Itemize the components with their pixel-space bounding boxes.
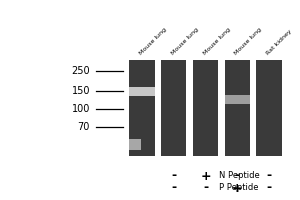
Text: 100: 100	[72, 104, 90, 114]
Text: 150: 150	[71, 86, 90, 96]
Text: -: -	[235, 170, 240, 182]
Text: -: -	[266, 182, 272, 194]
Text: -: -	[203, 182, 208, 194]
Bar	[225, 60, 250, 156]
Bar	[256, 60, 282, 156]
Text: Mouse lung: Mouse lung	[138, 27, 167, 56]
Text: Mouse lung: Mouse lung	[170, 27, 199, 56]
Text: +: +	[232, 182, 243, 194]
Bar	[193, 60, 218, 156]
Text: N Peptide: N Peptide	[219, 171, 260, 180]
Bar	[129, 138, 141, 150]
Text: -: -	[171, 182, 176, 194]
Text: Rat kidney: Rat kidney	[266, 29, 293, 56]
Text: Mouse lung: Mouse lung	[234, 27, 263, 56]
Bar	[225, 95, 250, 104]
Text: Mouse lung: Mouse lung	[202, 27, 231, 56]
Text: -: -	[171, 170, 176, 182]
Text: 250: 250	[71, 66, 90, 76]
Text: +: +	[200, 170, 211, 182]
Bar	[129, 60, 155, 156]
Bar	[129, 86, 155, 96]
Bar	[161, 60, 186, 156]
Text: P Peptide: P Peptide	[219, 184, 259, 192]
Text: 70: 70	[78, 122, 90, 132]
Text: -: -	[266, 170, 272, 182]
